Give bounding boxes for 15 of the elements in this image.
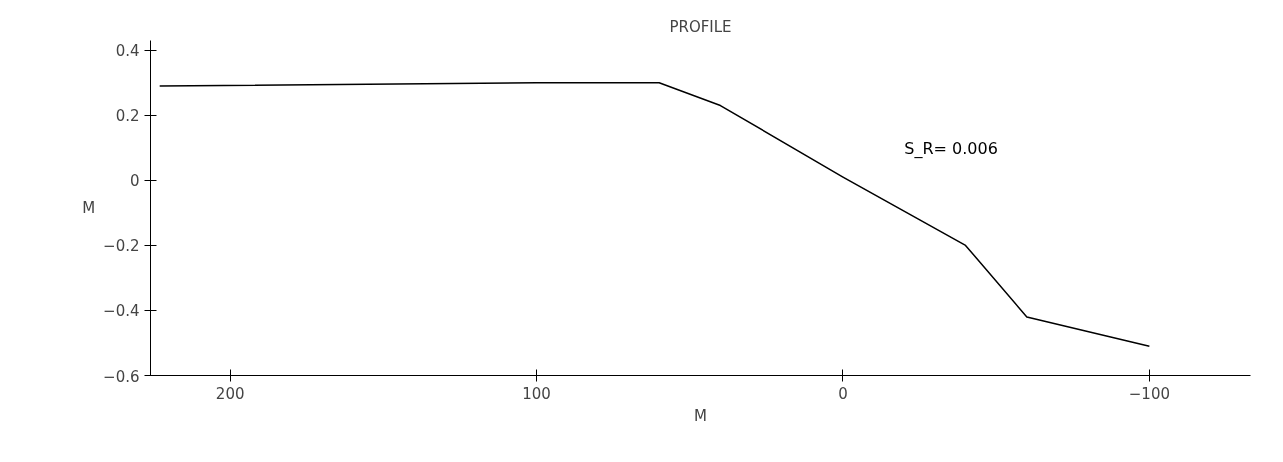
chart-title: PROFILE bbox=[669, 17, 732, 36]
annotation: S_R= 0.006 bbox=[904, 138, 998, 159]
x-tick-label: 100 bbox=[522, 384, 551, 403]
x-axis-title: M bbox=[694, 406, 707, 425]
y-tick-label: 0.4 bbox=[115, 42, 140, 61]
y-axis-title: M bbox=[82, 199, 96, 217]
y-tick-label: 0 bbox=[129, 172, 140, 191]
y-tick-label: −0.2 bbox=[103, 237, 140, 256]
y-tick-label: 0.2 bbox=[115, 107, 140, 126]
x-tick-label: 200 bbox=[215, 384, 245, 403]
y-tick-label: −0.6 bbox=[103, 367, 140, 386]
y-tick-label: −0.4 bbox=[103, 302, 140, 321]
x-tick-label: −100 bbox=[1128, 384, 1170, 403]
x-tick-label: 0 bbox=[838, 384, 848, 403]
line-series bbox=[158, 82, 1151, 347]
